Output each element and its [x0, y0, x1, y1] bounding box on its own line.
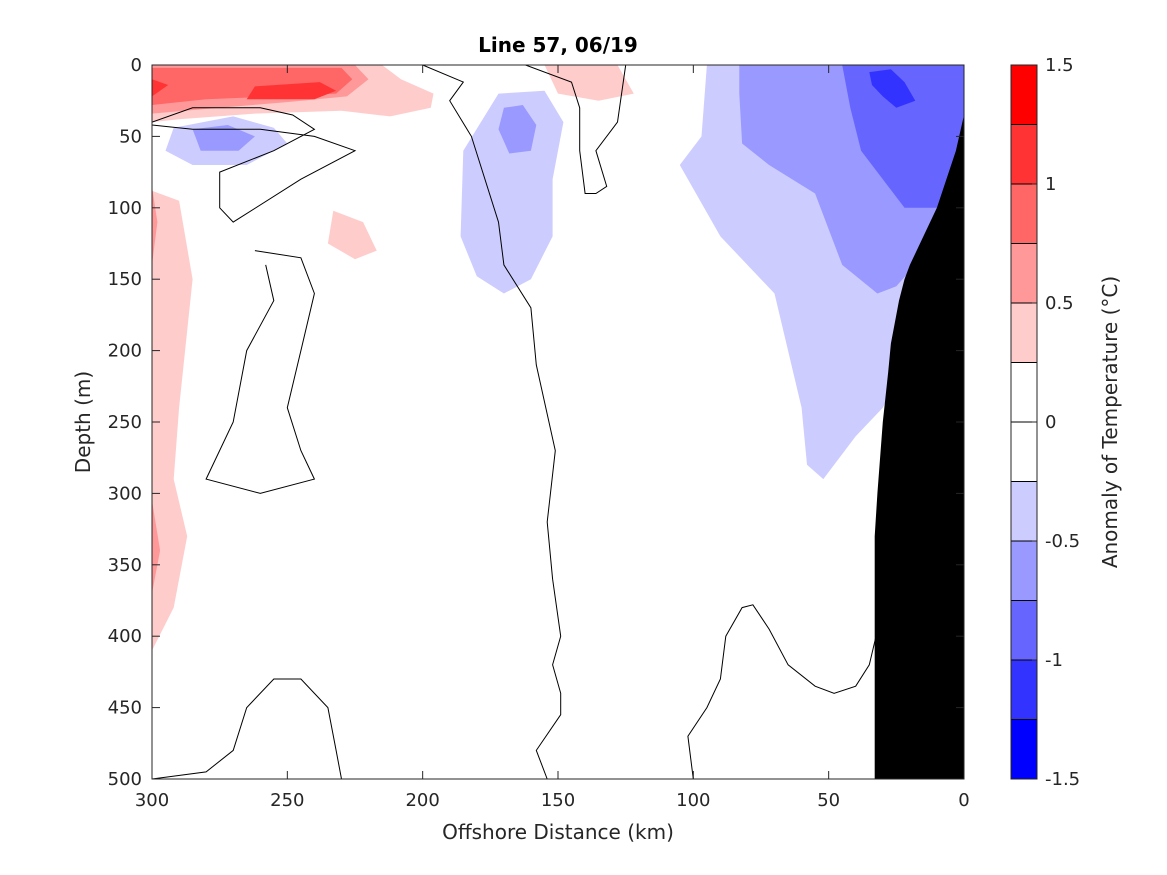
y-tick-label: 250 [108, 412, 142, 433]
y-tick-label: 500 [108, 769, 142, 790]
anomaly-region-17 [869, 69, 916, 108]
colorbar-tick-label: -1.5 [1045, 769, 1080, 790]
x-tick-label: 0 [958, 790, 969, 811]
zero-contours [152, 65, 884, 779]
x-axis-label: Offshore Distance (km) [442, 820, 674, 844]
y-tick-label: 50 [119, 126, 142, 147]
bathymetry-shelf [874, 115, 964, 779]
colorbar-swatch [1011, 184, 1037, 244]
colorbar-swatch [1011, 541, 1037, 601]
y-tick-label: 450 [108, 698, 142, 719]
colorbar-tick-label: 1.5 [1045, 55, 1074, 76]
anomaly-region-5 [544, 65, 634, 101]
anomaly-region-9 [327, 210, 377, 260]
colorbar-tick-label: -0.5 [1045, 531, 1080, 552]
y-tick-label: 100 [108, 198, 142, 219]
anomaly-region-6 [152, 190, 193, 651]
colorbar-label: Anomaly of Temperature (°C) [1098, 276, 1122, 568]
y-tick-label: 350 [108, 555, 142, 576]
y-tick-label: 0 [131, 55, 142, 76]
colorbar-swatch [1011, 719, 1037, 779]
contour-zero-line-left-loop [205, 250, 316, 494]
x-tick-label: 200 [405, 790, 439, 811]
y-tick-label: 400 [108, 626, 142, 647]
y-tick-label: 150 [108, 269, 142, 290]
contour-zero-line-upper-left [152, 107, 357, 223]
colorbar-swatch [1011, 481, 1037, 541]
colorbar-swatch [1011, 303, 1037, 363]
colorbar-swatch [1011, 362, 1037, 422]
y-axis-ticks: 0 50 100 150 200 250 300 350 400 450 500 [108, 55, 964, 790]
anomaly-region-4 [246, 82, 337, 100]
x-axis-ticks: 300 250 200 150 100 50 0 [135, 65, 970, 811]
contour-zero-line-bottom-right [687, 604, 884, 779]
anomaly-region-7 [152, 186, 158, 265]
anomaly-region-13 [498, 105, 537, 154]
x-tick-label: 150 [541, 790, 575, 811]
anomaly-regions [152, 65, 964, 651]
colorbar-tick-label: -1 [1045, 650, 1063, 671]
anomaly-region-16 [842, 65, 964, 208]
colorbar-tick-label: 0 [1045, 412, 1056, 433]
x-tick-label: 50 [817, 790, 840, 811]
colorbar-tick-label: 0.5 [1045, 293, 1074, 314]
x-tick-label: 100 [676, 790, 710, 811]
anomaly-region-2 [152, 67, 353, 105]
colorbar-swatch [1011, 660, 1037, 720]
anomaly-region-12 [460, 90, 564, 294]
contour-zero-line-right [525, 65, 627, 194]
y-axis-label: Depth (m) [71, 371, 95, 473]
colorbar-swatch [1011, 422, 1037, 482]
contour-zero-line-main [422, 65, 562, 779]
anomaly-region-11 [192, 125, 255, 151]
x-tick-label: 300 [135, 790, 169, 811]
anomaly-region-3 [152, 79, 169, 97]
y-tick-label: 200 [108, 341, 142, 362]
colorbar-swatch [1011, 65, 1037, 125]
x-tick-label: 250 [270, 790, 304, 811]
y-tick-label: 300 [108, 483, 142, 504]
colorbar-swatch [1011, 600, 1037, 660]
anomaly-region-8 [152, 500, 161, 594]
colorbar-tick-label: 1 [1045, 174, 1056, 195]
bathymetry [874, 115, 964, 779]
contour-zero-line-bottom-left [152, 678, 342, 779]
chart-title: Line 57, 06/19 [478, 33, 638, 57]
colorbar-swatch [1011, 243, 1037, 303]
colorbar-swatch [1011, 124, 1037, 184]
colorbar: 1.5 1 0.5 0 -0.5 -1 -1.5 [1010, 55, 1080, 790]
